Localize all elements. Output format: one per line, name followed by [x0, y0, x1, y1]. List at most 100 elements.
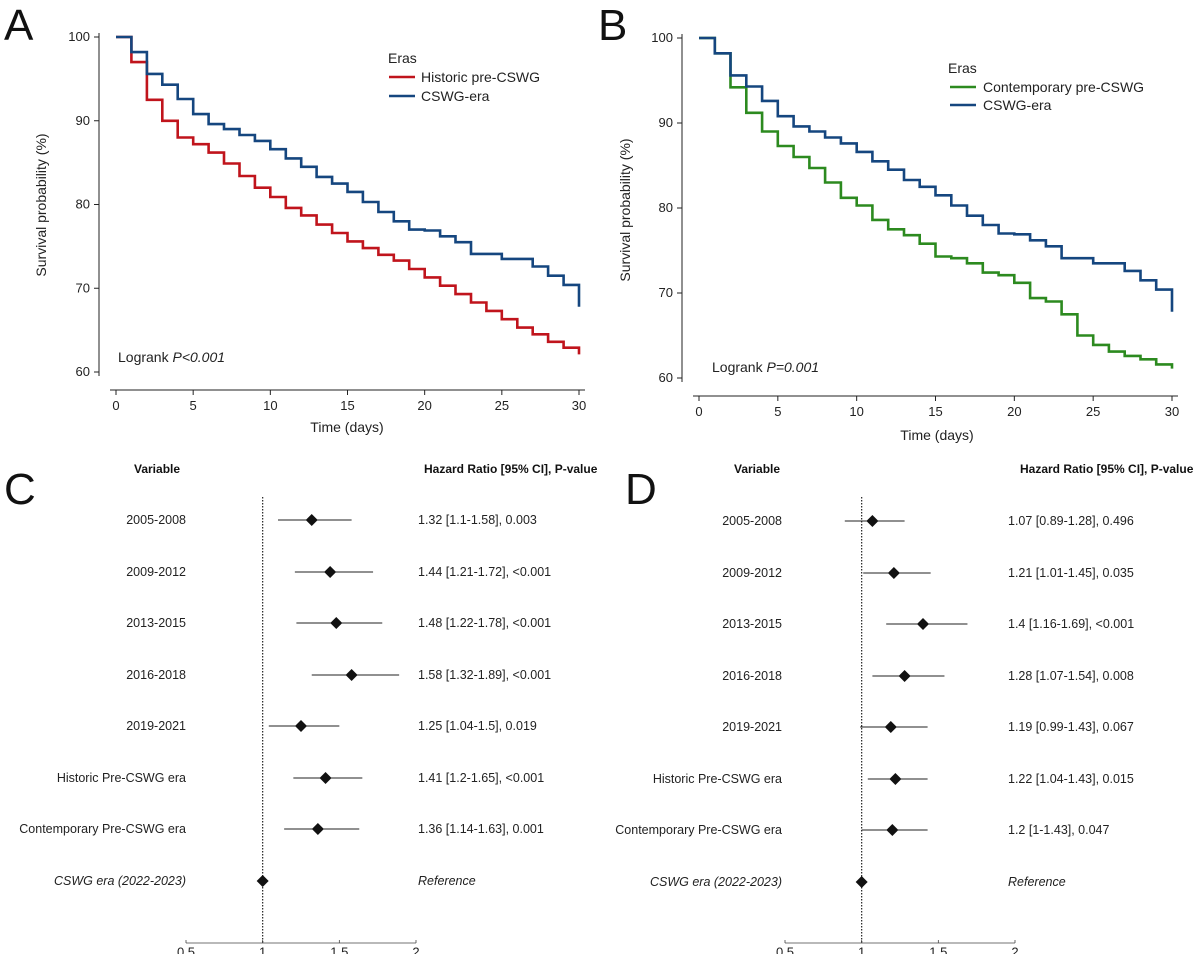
panel-d-row-hr-text: 1.28 [1.07-1.54], 0.008 [1008, 669, 1134, 683]
panel-d-row-hr-text: 1.4 [1.16-1.69], <0.001 [1008, 617, 1134, 631]
panel-a-series-0-curve [116, 35, 581, 355]
panel-d-forest-plot: Variable Hazard Ratio [95% CI], P-value [734, 462, 1194, 476]
panel-a-x-tick-label: 30 [572, 398, 586, 413]
panel-d-row-hr-text: 1.07 [0.89-1.28], 0.496 [1008, 514, 1134, 528]
panel-a-legend-title: Eras [388, 50, 417, 66]
panel-d-hr-diamond [898, 670, 911, 682]
panel-d-x-tick-label: 2 [1011, 945, 1018, 954]
panel-b-x-tick-label: 10 [849, 404, 863, 419]
panel-c-plot-area: 0.5 1 1.5 2 2005-2008 1.32 [1.1-1.58], 0.003 2… [19, 497, 551, 954]
panel-c-header-hr: Hazard Ratio [95% CI], P-value [424, 462, 598, 476]
panel-b-x-tick-label: 30 [1165, 404, 1179, 419]
panel-b-logrank: Logrank P=0.001 [712, 359, 819, 375]
panel-c-hr-diamond [330, 617, 343, 629]
panel-b-y-tick-label: 100 [651, 30, 673, 45]
panel-a-plot-area: 60 70 80 90 100 0 5 10 15 20 25 30 [68, 29, 586, 413]
panel-a-x-tick-label: 10 [263, 398, 277, 413]
panel-c-hr-diamond [305, 514, 318, 526]
panel-b-legend-label-1: CSWG-era [983, 97, 1052, 113]
panel-d-hr-diamond [889, 773, 902, 785]
panel-d-row-label: 2019-2021 [722, 720, 782, 734]
panel-c-x-tick-label: 1 [259, 945, 266, 954]
panel-a-series-1-curve [116, 35, 581, 307]
panel-d-row-hr-text: Reference [1008, 875, 1066, 889]
panel-d-row-label: CSWG era (2022-2023) [650, 875, 782, 889]
panel-b-x-tick-label: 0 [695, 404, 702, 419]
panel-a-x-tick-label: 20 [417, 398, 431, 413]
panel-c-hr-diamond [324, 566, 337, 578]
panel-c-hr-diamond [311, 823, 324, 835]
panel-c-row-hr-text: Reference [418, 874, 476, 888]
panel-d-hr-diamond [887, 567, 900, 579]
panel-b-legend-title: Eras [948, 60, 977, 76]
panel-d-row-hr-text: 1.22 [1.04-1.43], 0.015 [1008, 772, 1134, 786]
panel-b-y-tick-label: 80 [659, 200, 673, 215]
panel-c-x-tick-label: 1.5 [330, 945, 348, 954]
panel-c-hr-diamond [256, 875, 269, 887]
panel-d-row-hr-text: 1.2 [1-1.43], 0.047 [1008, 823, 1110, 837]
panel-a-y-tick-label: 70 [76, 280, 90, 295]
panel-d-hr-diamond [855, 876, 868, 888]
panel-c-row-label: Historic Pre-CSWG era [57, 771, 186, 785]
panel-c-forest-plot: Variable Hazard Ratio [95% CI], P-value [134, 462, 598, 476]
panel-b-kaplan-meier: Time (days) Survival probability (%) Era… [617, 60, 1144, 443]
panel-c-row-label: 2005-2008 [126, 513, 186, 527]
panel-c-row-hr-text: 1.41 [1.2-1.65], <0.001 [418, 771, 544, 785]
panel-a-legend-label-0: Historic pre-CSWG [421, 69, 540, 85]
panel-d-header-hr: Hazard Ratio [95% CI], P-value [1020, 462, 1194, 476]
panel-a-ylabel: Survival probability (%) [33, 133, 49, 276]
panel-c-x-tick-label: 0.5 [177, 945, 195, 954]
panel-letter-c: C [4, 465, 36, 514]
panel-c-row-label: 2019-2021 [126, 719, 186, 733]
panel-c-x-tick-label: 2 [412, 945, 419, 954]
panel-d-x-tick-label: 0.5 [776, 945, 794, 954]
panel-a-x-tick-label: 25 [495, 398, 509, 413]
panel-c-row-label: CSWG era (2022-2023) [54, 874, 186, 888]
panel-a-x-tick-label: 5 [190, 398, 197, 413]
panel-c-row-label: 2013-2015 [126, 616, 186, 630]
panel-c-row-hr-text: 1.36 [1.14-1.63], 0.001 [418, 822, 544, 836]
panel-d-row-label: 2009-2012 [722, 566, 782, 580]
panel-a-x-tick-label: 0 [112, 398, 119, 413]
panel-c-row-hr-text: 1.32 [1.1-1.58], 0.003 [418, 513, 537, 527]
panel-d-row-label: 2013-2015 [722, 617, 782, 631]
panel-c-row-hr-text: 1.58 [1.32-1.89], <0.001 [418, 668, 551, 682]
panel-c-row-hr-text: 1.25 [1.04-1.5], 0.019 [418, 719, 537, 733]
panel-b-x-tick-label: 20 [1007, 404, 1021, 419]
panel-b-ylabel: Survival probability (%) [617, 138, 633, 281]
panel-d-row-hr-text: 1.19 [0.99-1.43], 0.067 [1008, 720, 1134, 734]
panel-b-xlabel: Time (days) [900, 427, 973, 443]
panel-d-hr-diamond [886, 824, 899, 836]
panel-a-y-tick-label: 90 [76, 113, 90, 128]
panel-d-hr-diamond [917, 618, 929, 630]
panel-d-row-label: Contemporary Pre-CSWG era [615, 823, 782, 837]
panel-c-hr-diamond [345, 669, 358, 681]
panel-c-hr-diamond [319, 772, 332, 784]
panel-a-xlabel: Time (days) [310, 419, 383, 435]
panel-b-x-tick-label: 25 [1086, 404, 1100, 419]
panel-c-row-label: 2009-2012 [126, 565, 186, 579]
panel-a-y-tick-label: 60 [76, 364, 90, 379]
panel-b-plot-area: 60 70 80 90 100 0 5 10 15 20 25 30 [651, 30, 1179, 419]
panel-c-row-label: 2016-2018 [126, 668, 186, 682]
panel-d-x-tick-label: 1.5 [929, 945, 947, 954]
panel-d-hr-diamond [866, 515, 879, 527]
panel-letter-b: B [598, 1, 627, 50]
panel-a-y-tick-label: 100 [68, 29, 90, 44]
panel-c-hr-diamond [295, 720, 307, 732]
chart-marks: 60 70 80 90 100 0 5 10 15 20 25 30 60 70 80 90 100 0 5 10 15… [19, 29, 1179, 954]
panel-d-hr-diamond [884, 721, 897, 733]
panel-d-plot-area: 0.5 1 1.5 2 2005-2008 1.07 [0.89-1.28], 0.496… [615, 497, 1134, 954]
panel-a-logrank: Logrank P<0.001 [118, 349, 225, 365]
panel-d-x-tick-label: 1 [858, 945, 865, 954]
panel-a-kaplan-meier: Time (days) Survival probability (%) Era… [33, 50, 540, 435]
panel-d-row-hr-text: 1.21 [1.01-1.45], 0.035 [1008, 566, 1134, 580]
panel-d-row-label: Historic Pre-CSWG era [653, 772, 782, 786]
panel-b-y-tick-label: 60 [659, 370, 673, 385]
panel-b-series-0-curve [699, 36, 1174, 369]
panel-c-header-variable: Variable [134, 462, 180, 476]
panel-b-x-tick-label: 15 [928, 404, 942, 419]
panel-d-row-label: 2016-2018 [722, 669, 782, 683]
panel-c-row-hr-text: 1.44 [1.21-1.72], <0.001 [418, 565, 551, 579]
panel-b-y-tick-label: 70 [659, 285, 673, 300]
